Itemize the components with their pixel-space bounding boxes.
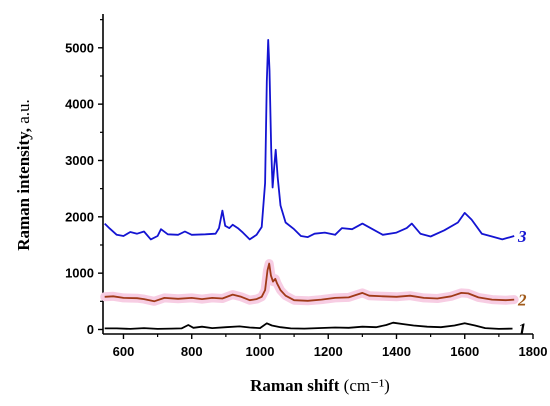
y-tick-label-4000: 4000 bbox=[65, 97, 94, 112]
y-tick-label-0: 0 bbox=[87, 322, 94, 337]
x-tick-label-1000: 1000 bbox=[246, 344, 275, 359]
x-axis-ticks: 600 800 1000 1200 1400 1600 1800 bbox=[113, 334, 548, 359]
y-tick-label-5000: 5000 bbox=[65, 40, 94, 55]
y-axis-title-unit: a.u. bbox=[14, 99, 33, 128]
x-tick-label-800: 800 bbox=[181, 344, 203, 359]
series-2-label: 2 bbox=[517, 291, 527, 310]
series-1-label: 1 bbox=[518, 320, 527, 339]
x-axis-title-unit: (cm⁻¹) bbox=[344, 376, 390, 395]
y-tick-label-3000: 3000 bbox=[65, 153, 94, 168]
series-3-label: 3 bbox=[517, 227, 527, 246]
y-axis-title: Raman intensity, a.u. bbox=[14, 99, 33, 251]
x-tick-label-1400: 1400 bbox=[382, 344, 411, 359]
x-tick-label-1800: 1800 bbox=[519, 344, 548, 359]
series-labels: 1 2 3 bbox=[517, 227, 527, 339]
series-1-line bbox=[104, 321, 513, 330]
y-axis-ticks: 0 1000 2000 3000 4000 5000 bbox=[65, 19, 103, 337]
x-tick-label-1200: 1200 bbox=[314, 344, 343, 359]
series-3-line bbox=[104, 39, 515, 241]
y-axis-title-main: Raman intensity, bbox=[14, 128, 33, 251]
y-tick-label-1000: 1000 bbox=[65, 266, 94, 281]
y-tick-label-2000: 2000 bbox=[65, 209, 94, 224]
x-axis-title-main: Raman shift bbox=[250, 376, 340, 395]
x-axis-title: Raman shift (cm⁻¹) bbox=[250, 376, 390, 395]
series-2-line bbox=[104, 262, 515, 303]
plot-frame bbox=[102, 14, 533, 335]
x-tick-label-1600: 1600 bbox=[450, 344, 479, 359]
x-tick-label-600: 600 bbox=[113, 344, 135, 359]
series-layer bbox=[104, 39, 515, 330]
